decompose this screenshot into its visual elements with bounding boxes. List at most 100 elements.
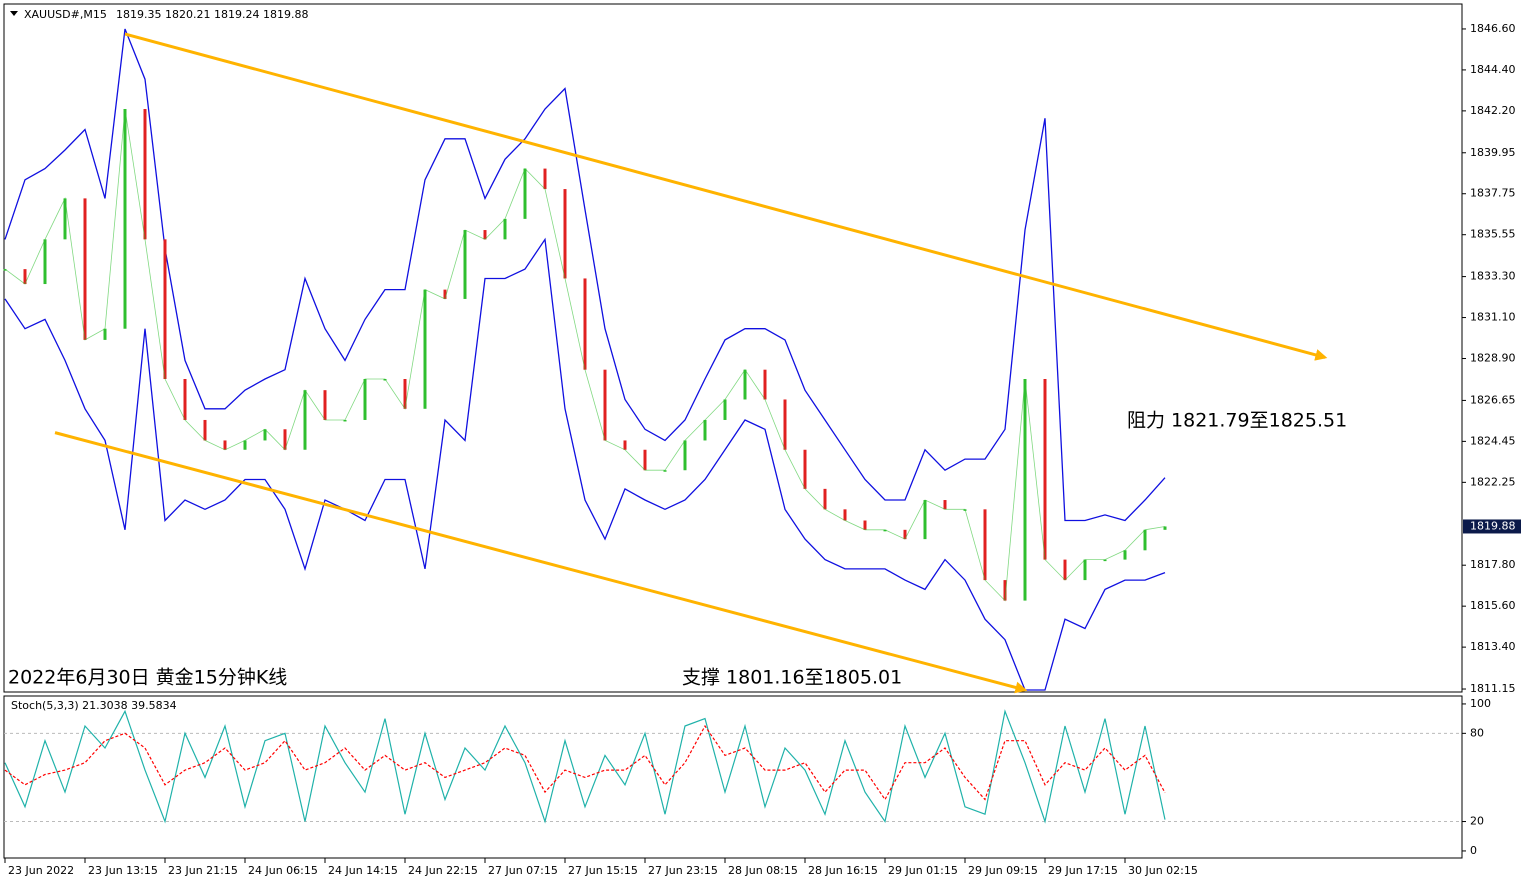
candle (23, 269, 27, 285)
symbol: XAUUSD#,M15 (24, 8, 107, 21)
band (4, 28, 1166, 522)
stoch-line (4, 709, 1166, 824)
y-tick-label: 1824.45 (1470, 434, 1516, 447)
candle (363, 379, 367, 420)
candle (503, 218, 507, 240)
y-tick-label: 1811.15 (1470, 682, 1516, 695)
price-tag-label: 1819.88 (1470, 519, 1516, 532)
candle (1123, 550, 1127, 560)
x-tick-label: 23 Jun 13:15 (88, 864, 158, 877)
y-tick-label: 0 (1470, 844, 1477, 857)
collapse-icon[interactable] (10, 11, 18, 16)
stoch-title: Stoch(5,3,3) 21.3038 39.5834 (11, 699, 177, 712)
candle (1063, 559, 1067, 581)
candle (1043, 379, 1047, 560)
candle (203, 419, 207, 441)
candle (563, 189, 567, 279)
candle (883, 529, 887, 532)
candle (523, 168, 527, 219)
candle (43, 239, 47, 285)
candle (543, 168, 547, 190)
y-tick-label: 1826.65 (1470, 393, 1516, 406)
candle (823, 488, 827, 510)
x-tick-label: 24 Jun 14:15 (328, 864, 398, 877)
candle (1143, 529, 1147, 551)
candle (863, 520, 867, 530)
candle (663, 470, 667, 472)
candle (843, 509, 847, 521)
candle (243, 440, 247, 450)
candle (343, 419, 347, 422)
y-tick-label: 1822.25 (1470, 475, 1516, 488)
candle (643, 449, 647, 471)
candle (83, 198, 87, 340)
candle (683, 440, 687, 471)
stoch-panel (3, 695, 1463, 859)
candle (743, 369, 747, 400)
y-tick-label: 1842.20 (1470, 104, 1516, 117)
candle (583, 278, 587, 370)
caption: 2022年6月30日 黄金15分钟K线 (8, 667, 287, 689)
x-tick-label: 29 Jun 09:15 (968, 864, 1038, 877)
stoch-line (4, 724, 1166, 801)
x-tick-label: 23 Jun 2022 (8, 864, 74, 877)
y-tick-label: 1817.80 (1470, 558, 1516, 571)
x-tick-label: 28 Jun 08:15 (728, 864, 798, 877)
candle (463, 230, 467, 299)
price-panel (3, 3, 1463, 693)
annotation: 支撑 1801.16至1805.01 (682, 667, 902, 689)
candle (983, 509, 987, 581)
x-tick-label: 24 Jun 22:15 (408, 864, 478, 877)
candle (303, 390, 307, 450)
candle (223, 440, 227, 450)
candle (443, 289, 447, 299)
candle (603, 369, 607, 441)
candle (183, 379, 187, 420)
y-tick-label: 1844.40 (1470, 63, 1516, 76)
y-tick-label: 1835.55 (1470, 228, 1516, 241)
candle (943, 500, 947, 510)
x-tick-label: 29 Jun 01:15 (888, 864, 958, 877)
candle (903, 529, 907, 540)
candle (923, 500, 927, 540)
close-line (4, 108, 1166, 602)
x-tick-label: 27 Jun 07:15 (488, 864, 558, 877)
y-tick-label: 80 (1470, 726, 1484, 739)
y-tick-label: 1837.75 (1470, 187, 1516, 200)
candle (803, 449, 807, 489)
candle (1023, 379, 1027, 601)
x-tick-label: 27 Jun 15:15 (568, 864, 638, 877)
candle (623, 440, 627, 450)
trendline (54, 431, 1028, 694)
y-tick-label: 1815.60 (1470, 599, 1516, 612)
ohlc: 1819.35 1820.21 1819.24 1819.88 (116, 8, 308, 21)
candle (403, 379, 407, 409)
candle (723, 399, 727, 420)
x-tick-label: 24 Jun 06:15 (248, 864, 318, 877)
candle (123, 109, 127, 329)
candle (1163, 526, 1167, 530)
candle (763, 369, 767, 400)
candle (423, 289, 427, 409)
y-tick-label: 1833.30 (1470, 270, 1516, 283)
candle (163, 239, 167, 380)
candle (783, 399, 787, 450)
candle (143, 109, 147, 240)
y-tick-label: 100 (1470, 697, 1491, 710)
candle (323, 390, 327, 420)
x-tick-label: 30 Jun 02:15 (1128, 864, 1198, 877)
candle (263, 429, 267, 441)
y-tick-label: 1828.90 (1470, 352, 1516, 365)
y-tick-label: 1813.40 (1470, 640, 1516, 653)
candle (1003, 580, 1007, 601)
x-tick-label: 29 Jun 17:15 (1048, 864, 1118, 877)
candle (283, 429, 287, 450)
y-tick-label: 1831.10 (1470, 311, 1516, 324)
candle (1083, 559, 1087, 581)
candle (63, 198, 67, 240)
x-tick-label: 27 Jun 23:15 (648, 864, 718, 877)
x-tick-label: 28 Jun 16:15 (808, 864, 878, 877)
annotation: 阻力 1821.79至1825.51 (1127, 410, 1347, 432)
